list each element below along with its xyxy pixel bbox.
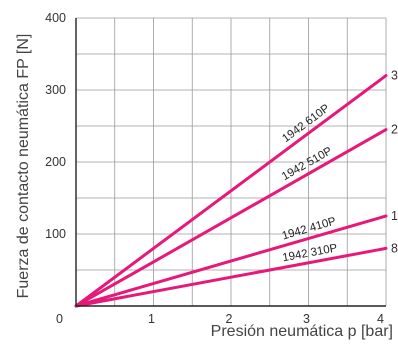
series-lines [74,74,388,308]
series-end-label: 2 [391,123,398,137]
series-line [74,74,388,308]
series-end-label: 1 [391,209,398,223]
x-tick-label: 0 [56,312,63,326]
y-tick-label: 100 [45,227,66,241]
series-line [74,214,388,308]
y-tick-label: 200 [45,155,66,169]
grid [75,17,387,307]
series-line [74,128,388,308]
axes [75,18,386,307]
series-end-label: 8 [391,241,398,255]
x-axis-title: Presión neumática p [bar] [211,323,393,340]
y-axis-title: Fuerza de contacto neumática FP [N] [15,34,32,299]
x-tick-label: 3 [303,312,310,326]
series-end-label: 3 [391,69,398,83]
series-line [74,246,388,308]
x-tick-label: 2 [226,312,233,326]
tick-labels: 0 1 2 3 4 100 200 300 400 [45,11,384,326]
y-tick-label: 400 [45,11,66,25]
x-tick-label: 1 [148,312,155,326]
y-tick-label: 300 [45,83,66,97]
x-tick-label: 4 [377,312,384,326]
series-name-label: 1942 610P [280,102,332,145]
